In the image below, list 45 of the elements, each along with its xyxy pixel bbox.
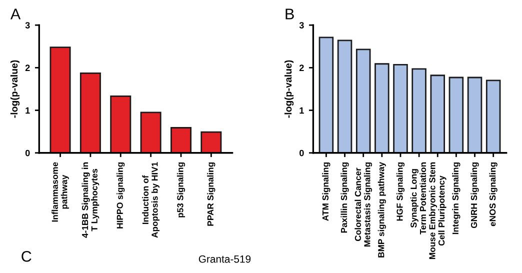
y-tick-label: 2 [299, 64, 304, 71]
bar [110, 96, 132, 153]
x-tick-label: p53 Signaling [176, 162, 186, 218]
bar [448, 76, 464, 153]
y-tick-label: 3 [299, 22, 304, 28]
bar [200, 131, 222, 153]
bar [467, 76, 482, 153]
x-tick-label: HGF Signaling [396, 162, 405, 221]
x-tick-label: Inflammasome pathway [52, 162, 69, 222]
y-tick-label: 1 [26, 107, 30, 114]
x-tick-label: Colorectal Cancer Metastasis Signaling [354, 162, 372, 247]
bar [393, 64, 408, 153]
text: B [286, 8, 294, 20]
x-tick-label: ATM Signaling [322, 162, 330, 221]
y-tick-label: 0 [25, 150, 30, 156]
bar [486, 80, 501, 153]
x-tick-label: BMP signaling pathway [378, 162, 386, 258]
y-axis-title: -log(p-value) [10, 60, 20, 118]
x-tick-label: Mouse Embryonic Stem Cell Pluripotency [428, 162, 446, 259]
x-tick-label: Paxillin Signaling [340, 162, 349, 233]
y-tick-label: 0 [300, 150, 304, 156]
bar [374, 63, 390, 153]
bar [170, 127, 192, 153]
x-tick-label: GNRH Signaling [470, 162, 479, 228]
text: Granta-519 [198, 255, 251, 263]
bar [337, 40, 352, 153]
x-tick-label: HIPPO signaling [116, 162, 125, 228]
x-tick-label: Induction of Apoptosis by HIV1 [142, 162, 160, 238]
y-tick-label: 3 [25, 22, 30, 28]
bar [318, 36, 334, 153]
x-tick-label: Synaptic Long Term Potentiation [410, 162, 426, 234]
y-tick-label: 1 [300, 107, 304, 114]
bar [80, 72, 101, 153]
bar [430, 74, 446, 153]
text: C [22, 250, 32, 262]
text: A [10, 8, 21, 20]
bar [356, 48, 371, 153]
x-tick-label: eNOS Signaling [489, 162, 498, 226]
bar [412, 68, 426, 153]
y-axis-title: -log(p-value) [284, 60, 294, 118]
y-tick-label: 2 [25, 64, 30, 71]
bar [140, 112, 162, 153]
x-tick-label: PPAR Signaling [207, 162, 216, 226]
bar [50, 46, 71, 153]
x-tick-label: Integrin Signaling [452, 162, 460, 234]
